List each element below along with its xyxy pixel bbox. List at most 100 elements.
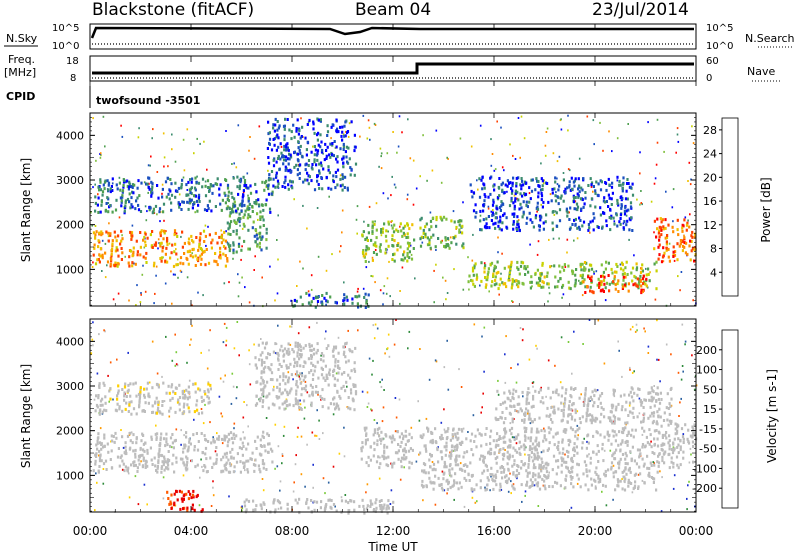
- data-cell: [364, 292, 367, 296]
- data-cell: [427, 471, 430, 475]
- data-cell: [427, 429, 430, 433]
- noise-pixel: [233, 427, 235, 430]
- noise-pixel: [583, 437, 585, 440]
- data-cell: [668, 259, 671, 263]
- noise-pixel: [253, 343, 255, 346]
- noise-pixel: [690, 178, 692, 181]
- data-cell: [447, 480, 450, 484]
- data-cell: [347, 146, 350, 150]
- data-cell: [272, 126, 275, 130]
- data-cell: [157, 406, 160, 410]
- data-cell: [194, 390, 197, 394]
- data-cell: [281, 402, 284, 406]
- data-cell: [183, 396, 186, 400]
- data-cell: [393, 252, 396, 256]
- data-cell: [231, 195, 234, 199]
- noise-pixel: [459, 462, 462, 465]
- noise-pixel: [524, 490, 527, 493]
- data-cell: [304, 136, 307, 140]
- data-cell: [640, 291, 643, 295]
- data-cell: [226, 444, 229, 448]
- noise-pixel: [147, 164, 150, 167]
- data-cell: [648, 428, 651, 432]
- noise-pixel: [689, 183, 692, 186]
- data-cell: [546, 448, 549, 452]
- noise-pixel: [206, 168, 208, 171]
- data-cell: [603, 472, 606, 476]
- data-cell: [534, 272, 537, 276]
- noise-pixel: [490, 210, 493, 213]
- data-cell: [246, 205, 249, 209]
- data-cell: [547, 462, 550, 466]
- noise-pixel: [470, 145, 473, 148]
- data-cell: [515, 450, 518, 454]
- data-cell: [599, 280, 602, 284]
- data-cell: [595, 466, 598, 470]
- data-cell: [535, 177, 538, 181]
- data-cell: [677, 233, 680, 237]
- data-cell: [614, 470, 617, 474]
- noise-pixel: [221, 415, 224, 418]
- data-cell: [539, 388, 542, 392]
- data-cell: [110, 257, 113, 261]
- data-cell: [365, 434, 368, 437]
- data-cell: [168, 391, 171, 395]
- data-cell: [256, 237, 259, 241]
- data-cell: [638, 388, 641, 391]
- data-cell: [331, 143, 334, 147]
- data-cell: [111, 239, 114, 243]
- data-cell: [343, 371, 346, 374]
- data-cell: [507, 468, 510, 472]
- data-cell: [278, 389, 281, 393]
- data-cell: [634, 282, 637, 286]
- noise-pixel: [180, 235, 182, 238]
- data-cell: [621, 287, 624, 290]
- data-cell: [617, 402, 620, 406]
- data-cell: [232, 432, 235, 436]
- noise-pixel: [144, 290, 147, 293]
- data-cell: [296, 364, 299, 368]
- data-cell: [643, 462, 646, 466]
- data-cell: [123, 451, 126, 455]
- data-cell: [310, 369, 313, 373]
- data-cell: [185, 431, 188, 435]
- noise-pixel: [383, 389, 385, 391]
- data-cell: [295, 299, 298, 303]
- data-cell: [574, 411, 577, 415]
- noise-pixel: [434, 503, 437, 506]
- data-cell: [310, 357, 313, 360]
- data-cell: [562, 429, 565, 433]
- data-cell: [287, 366, 290, 370]
- data-cell: [482, 218, 485, 222]
- data-cell: [256, 380, 259, 384]
- data-cell: [503, 468, 506, 472]
- data-cell: [223, 452, 226, 456]
- data-cell: [498, 283, 501, 287]
- data-cell: [344, 120, 347, 124]
- data-cell: [387, 222, 390, 226]
- data-cell: [238, 236, 241, 240]
- data-cell: [419, 244, 423, 248]
- data-cell: [262, 218, 265, 222]
- data-cell: [259, 353, 262, 357]
- noise-pixel: [631, 371, 634, 374]
- data-cell: [618, 179, 621, 183]
- data-cell: [623, 209, 626, 213]
- data-cell: [536, 457, 539, 461]
- noise-pixel: [143, 483, 146, 486]
- data-cell: [564, 187, 567, 191]
- data-cell: [420, 216, 423, 220]
- data-cell: [168, 458, 171, 462]
- noise-pixel: [140, 293, 142, 296]
- data-cell: [541, 184, 544, 188]
- data-cell: [347, 406, 350, 410]
- data-cell: [430, 454, 433, 457]
- data-cell: [142, 409, 145, 412]
- data-cell: [502, 282, 505, 286]
- noise-pixel: [490, 164, 493, 167]
- data-cell: [484, 432, 487, 436]
- data-cell: [498, 177, 501, 180]
- noise-pixel: [233, 347, 236, 350]
- data-cell: [276, 179, 280, 183]
- data-cell: [391, 238, 394, 241]
